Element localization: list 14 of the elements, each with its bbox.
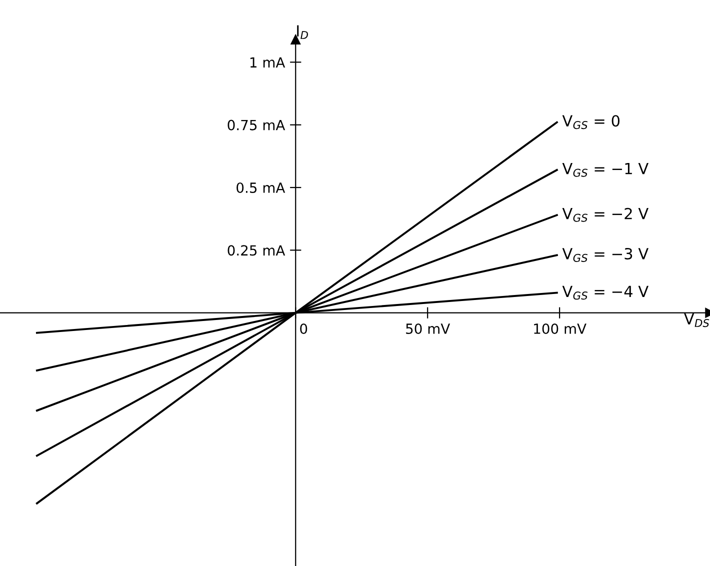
y-tick-label: 0.25 mA: [228, 245, 286, 256]
y-axis-title: I$_{D}$: [297, 25, 308, 39]
x-tick-label: 100 mV: [534, 324, 586, 334]
series-label: V$_{GS}$ = −3 V: [562, 248, 648, 262]
y-tick-label: 0.75 mA: [228, 120, 286, 130]
series-label: V$_{GS}$ = 0: [562, 115, 620, 130]
series-label: V$_{GS}$ = −2 V: [562, 208, 648, 222]
x-axis-title: V$_{DS}$: [684, 313, 710, 328]
series-label: V$_{GS}$ = −4 V: [562, 286, 648, 300]
series-label: V$_{GS}$ = −1 V: [562, 163, 648, 177]
y-tick-label: 0.5 mA: [236, 182, 286, 193]
y-tick-label: 1 mA: [250, 57, 286, 68]
x-tick-label: 0: [300, 324, 308, 334]
x-tick-label: 50 mV: [406, 324, 450, 334]
